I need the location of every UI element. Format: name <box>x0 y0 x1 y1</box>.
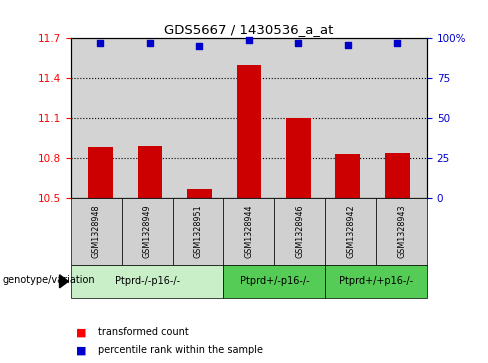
Text: ■: ■ <box>76 345 86 355</box>
Bar <box>385 152 410 198</box>
Text: GSM1328949: GSM1328949 <box>142 205 152 258</box>
Text: GSM1328951: GSM1328951 <box>193 205 203 258</box>
Text: percentile rank within the sample: percentile rank within the sample <box>98 345 263 355</box>
Bar <box>187 188 212 198</box>
Bar <box>335 154 360 198</box>
Title: GDS5667 / 1430536_a_at: GDS5667 / 1430536_a_at <box>164 23 334 36</box>
Point <box>245 37 253 42</box>
Text: Ptprd-/-p16-/-: Ptprd-/-p16-/- <box>115 276 180 286</box>
Bar <box>88 147 113 198</box>
Bar <box>286 118 311 198</box>
Text: Ptprd+/+p16-/-: Ptprd+/+p16-/- <box>339 276 413 286</box>
Text: transformed count: transformed count <box>98 327 188 337</box>
Text: GSM1328944: GSM1328944 <box>244 205 253 258</box>
Point <box>344 42 352 48</box>
Text: ■: ■ <box>76 327 86 337</box>
Bar <box>138 146 163 198</box>
Point <box>393 40 401 46</box>
Text: Ptprd+/-p16-/-: Ptprd+/-p16-/- <box>240 276 309 286</box>
Point <box>146 40 154 46</box>
Bar <box>237 65 261 198</box>
Text: GSM1328948: GSM1328948 <box>92 205 101 258</box>
Text: GSM1328942: GSM1328942 <box>346 205 355 258</box>
Text: GSM1328946: GSM1328946 <box>295 205 305 258</box>
Point <box>97 40 104 46</box>
Point <box>294 40 302 46</box>
Point <box>196 43 203 49</box>
Text: genotype/variation: genotype/variation <box>2 274 95 285</box>
Text: GSM1328943: GSM1328943 <box>397 205 406 258</box>
